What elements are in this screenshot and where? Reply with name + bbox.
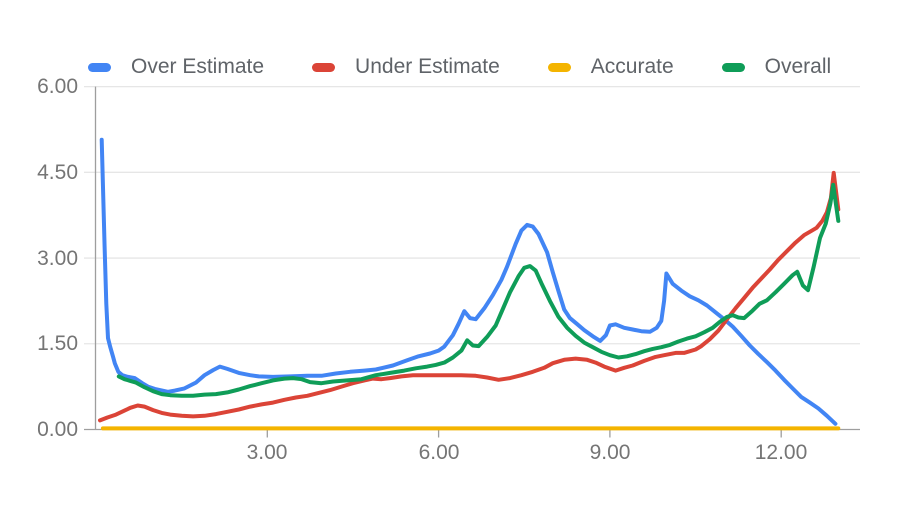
x-axis-tick-label: 9.00 bbox=[589, 441, 631, 464]
legend-item-under-estimate[interactable]: Under Estimate bbox=[312, 55, 500, 79]
legend-item-over-estimate[interactable]: Over Estimate bbox=[88, 55, 264, 79]
series-line-overall[interactable] bbox=[116, 182, 841, 398]
legend-swatch-under-estimate bbox=[312, 62, 336, 72]
legend-item-overall[interactable]: Overall bbox=[721, 55, 832, 79]
legend-swatch-overall bbox=[721, 62, 745, 72]
legend-swatch-accurate bbox=[547, 62, 571, 72]
chart-legend: Over Estimate Under Estimate Accurate Ov… bbox=[88, 55, 831, 79]
y-axis-tick-label: 6.00 bbox=[37, 75, 78, 98]
legend-label-under-estimate: Under Estimate bbox=[355, 55, 500, 78]
series-line-under-estimate[interactable] bbox=[98, 170, 841, 423]
legend-label-accurate: Accurate bbox=[590, 55, 674, 78]
legend-item-accurate[interactable]: Accurate bbox=[547, 55, 674, 79]
y-axis-tick-label: 4.50 bbox=[37, 161, 78, 184]
legend-swatch-over-estimate bbox=[88, 62, 111, 72]
y-axis-tick-label: 0.00 bbox=[37, 418, 78, 441]
legend-label-over-estimate: Over Estimate bbox=[131, 55, 265, 78]
x-axis-tick-label: 3.00 bbox=[246, 441, 288, 464]
x-axis-tick-label: 12.00 bbox=[754, 441, 808, 464]
legend-label-overall: Overall bbox=[764, 55, 832, 78]
y-axis-tick-label: 1.50 bbox=[37, 332, 78, 355]
x-axis-tick-label: 6.00 bbox=[418, 441, 460, 464]
y-axis-tick-label: 3.00 bbox=[37, 247, 78, 270]
series-line-over-estimate[interactable] bbox=[99, 137, 838, 426]
